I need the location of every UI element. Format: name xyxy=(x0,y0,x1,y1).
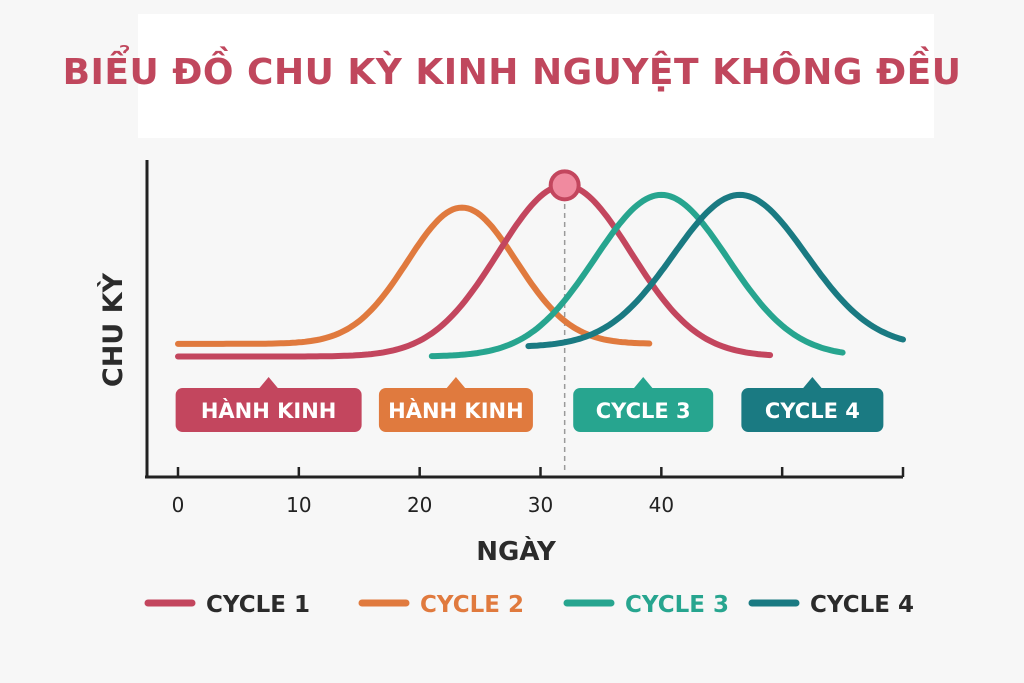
legend-item-2: CYCLE 2 xyxy=(358,592,524,618)
x-ticks: 0 10 20 30 40 xyxy=(172,467,905,517)
series-line-1 xyxy=(175,182,774,360)
badge-box xyxy=(175,388,362,432)
badge-3: CYCLE 3 xyxy=(573,377,714,432)
badge-pointer xyxy=(802,377,823,389)
badge-box xyxy=(573,388,714,432)
legend-label: CYCLE 1 xyxy=(206,592,310,618)
x-tick-label: 0 xyxy=(172,493,185,517)
x-tick-label: 20 xyxy=(407,493,432,517)
legend-label: CYCLE 4 xyxy=(810,592,914,618)
x-tick-label: 40 xyxy=(649,493,674,517)
badges: HÀNH KINH HÀNH KINH CYCLE 3 CYCLE 4 xyxy=(175,377,884,432)
series-line-4 xyxy=(525,191,906,350)
legend-label: CYCLE 2 xyxy=(420,592,524,618)
badge-4: CYCLE 4 xyxy=(741,377,884,432)
legend-item-3: CYCLE 3 xyxy=(563,592,729,618)
x-tick-label: 30 xyxy=(528,493,553,517)
badge-box xyxy=(741,388,884,432)
peak-marker xyxy=(548,169,581,202)
badge-box xyxy=(378,388,533,432)
legend-label: CYCLE 3 xyxy=(625,592,729,618)
badge-label: HÀNH KINH xyxy=(201,398,337,423)
badge-pointer xyxy=(258,377,279,389)
series-line-2 xyxy=(175,204,653,347)
badge-pointer xyxy=(633,377,654,389)
badge-label: CYCLE 4 xyxy=(765,399,860,423)
badge-label: HÀNH KINH xyxy=(388,398,524,423)
legend: CYCLE 1 CYCLE 2 CYCLE 3 CYCLE 4 xyxy=(144,592,914,618)
legend-item-4: CYCLE 4 xyxy=(748,592,914,618)
title-band xyxy=(138,14,934,138)
series-line-3 xyxy=(428,191,846,360)
chart-title: BIỂU ĐỒ CHU KỲ KINH NGUYỆT KHÔNG ĐỀU xyxy=(62,52,962,93)
x-axis-label: NGÀY xyxy=(476,535,557,567)
series-lines xyxy=(175,182,906,360)
badge-label: CYCLE 3 xyxy=(596,399,691,423)
badge-2: HÀNH KINH xyxy=(378,377,533,432)
x-tick-label: 10 xyxy=(286,493,311,517)
badge-pointer xyxy=(445,377,466,389)
badge-1: HÀNH KINH xyxy=(175,377,362,432)
legend-item-1: CYCLE 1 xyxy=(144,592,310,618)
y-axis-label: CHU KỲ xyxy=(97,272,129,387)
